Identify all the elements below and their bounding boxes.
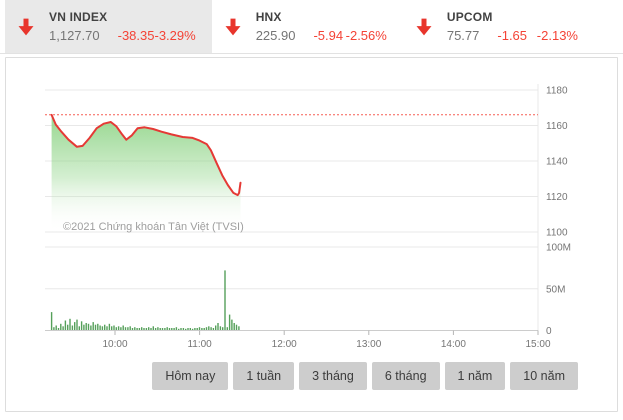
- svg-text:10:00: 10:00: [102, 339, 127, 350]
- tab-vn-index[interactable]: VN INDEX 1,127.70 -38.35 -3.29%: [5, 0, 212, 53]
- index-value: 75.77: [446, 28, 480, 43]
- index-change-percent: -2.13%: [536, 28, 578, 43]
- range-button-6-months[interactable]: 6 tháng: [371, 362, 440, 390]
- svg-text:1100: 1100: [546, 228, 568, 239]
- svg-text:1140: 1140: [546, 157, 568, 168]
- volume-bars: [50, 270, 240, 331]
- index-name: VN INDEX: [49, 10, 108, 24]
- range-button-today[interactable]: Hôm nay: [152, 362, 229, 390]
- tab-upcom[interactable]: UPCOM 75.77 -1.65 -2.13%: [403, 0, 618, 53]
- svg-text:15:00: 15:00: [525, 339, 550, 350]
- svg-text:12:00: 12:00: [272, 339, 297, 350]
- watermark: ©2021 Chứng khoán Tân Việt (TVSI): [63, 221, 244, 233]
- tab-hnx[interactable]: HNX 225.90 -5.94 -2.56%: [212, 0, 403, 53]
- range-button-1-year[interactable]: 1 năm: [444, 362, 506, 390]
- index-name: UPCOM: [446, 10, 493, 24]
- volume-gridlines: 100M 50M 0: [45, 243, 571, 337]
- down-arrow-icon: [222, 15, 244, 39]
- range-button-1-week[interactable]: 1 tuần: [233, 362, 295, 390]
- intraday-chart: 1180 1160 1140 1120 1100 100M 50M 0 10:00 11:00 12…: [45, 84, 571, 350]
- range-button-10-years[interactable]: 10 năm: [510, 362, 578, 390]
- svg-text:100M: 100M: [546, 243, 571, 254]
- price-area: [51, 114, 241, 232]
- svg-text:50M: 50M: [546, 284, 565, 295]
- svg-text:0: 0: [546, 326, 552, 337]
- index-tabs: VN INDEX 1,127.70 -38.35 -3.29% HNX 225.…: [0, 0, 623, 54]
- price-line: [50, 113, 242, 197]
- range-buttons: Hôm nay 1 tuần 3 tháng 6 tháng 1 năm 10 …: [152, 362, 578, 390]
- svg-text:1160: 1160: [546, 121, 568, 132]
- svg-text:11:00: 11:00: [187, 339, 212, 350]
- svg-text:14:00: 14:00: [441, 339, 466, 350]
- index-value: 1,127.70: [49, 28, 100, 43]
- index-name: HNX: [255, 10, 282, 24]
- down-arrow-icon: [15, 15, 37, 39]
- index-change-percent: -2.56%: [345, 28, 387, 43]
- down-arrow-icon: [413, 15, 435, 39]
- svg-text:1180: 1180: [546, 86, 568, 97]
- svg-text:1120: 1120: [546, 192, 568, 203]
- range-button-3-months[interactable]: 3 tháng: [299, 362, 367, 390]
- time-axis-labels: 10:00 11:00 12:00 13:00 14:00 15:00: [102, 330, 551, 350]
- chart-panel: 1180 1160 1140 1120 1100 100M 50M 0 10:00 11:00 12…: [5, 57, 618, 412]
- svg-text:13:00: 13:00: [356, 339, 381, 350]
- index-change: -38.35: [117, 28, 155, 43]
- index-value: 225.90: [255, 28, 296, 43]
- index-change: -5.94: [313, 28, 344, 43]
- index-change: -1.65: [497, 28, 528, 43]
- index-change-percent: -3.29%: [154, 28, 196, 43]
